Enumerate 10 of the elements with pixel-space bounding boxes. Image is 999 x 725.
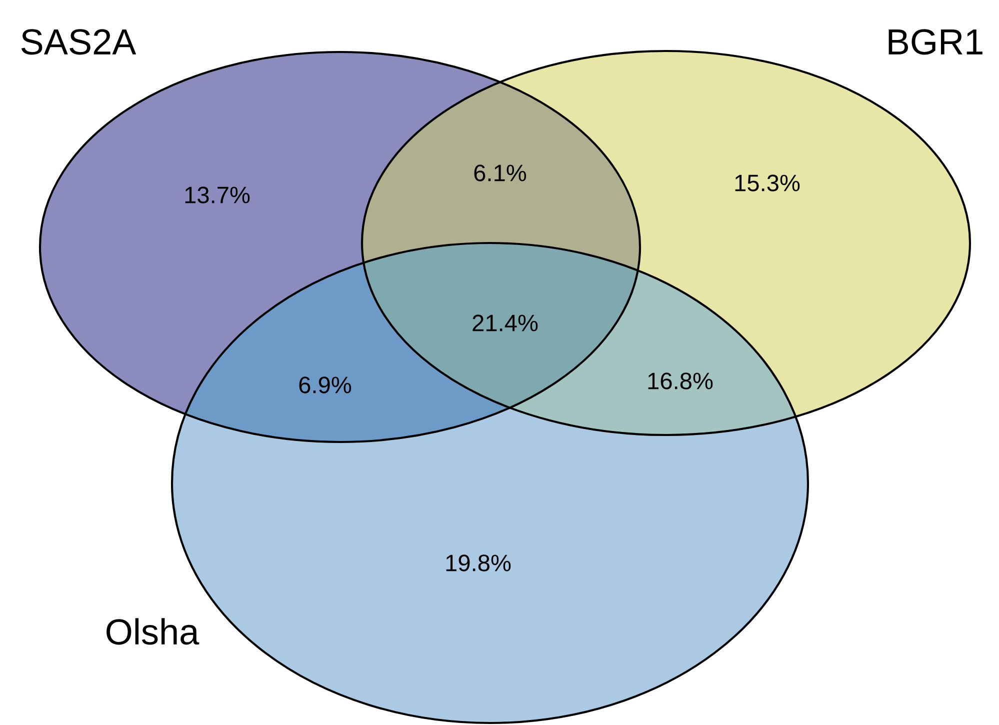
text: SAS2A xyxy=(21,29,136,55)
data-label: 19.8% xyxy=(446,554,511,572)
text: BGR1 xyxy=(888,29,982,55)
text: Olsha xyxy=(106,618,200,645)
data-label: 13.7% xyxy=(185,186,250,204)
data-label: 6.1% xyxy=(474,164,526,182)
data-label: 6.9% xyxy=(299,376,352,394)
data-label: 15.3% xyxy=(735,174,800,192)
data-label: 16.8% xyxy=(648,372,713,390)
data-label: 21.4% xyxy=(472,314,538,332)
